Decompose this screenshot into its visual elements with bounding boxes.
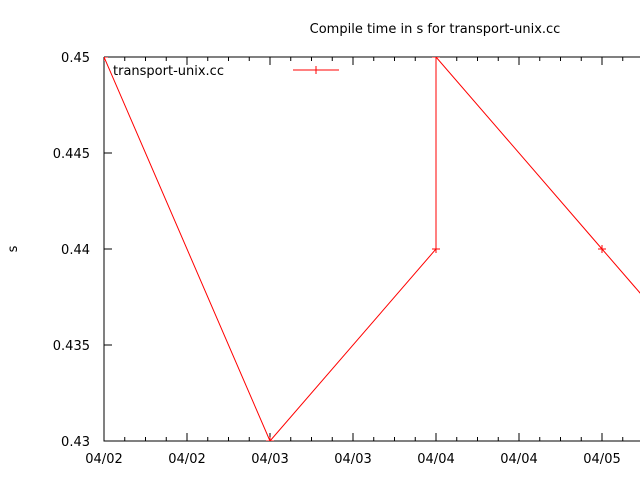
y-tick-label: 0.44 <box>61 243 90 258</box>
data-point-marker <box>104 57 108 61</box>
y-tick-label: 0.445 <box>53 147 90 162</box>
x-tick-label: 04/02 <box>168 452 205 467</box>
chart-title: Compile time in s for transport-unix.cc <box>310 22 561 37</box>
x-tick-label: 04/03 <box>251 452 288 467</box>
x-tick-label: 04/04 <box>417 452 454 467</box>
y-tick-label: 0.435 <box>53 339 90 354</box>
y-tick-label: 0.43 <box>61 435 90 450</box>
legend-marker <box>312 66 320 74</box>
legend-label: transport-unix.cc <box>113 64 224 79</box>
x-tick-label: 04/04 <box>500 452 537 467</box>
y-axis-label: s <box>6 245 21 252</box>
data-point-marker <box>598 245 606 253</box>
plot-border <box>103 56 640 442</box>
y-tick-label: 0.45 <box>61 51 90 66</box>
x-tick-label: 04/03 <box>334 452 371 467</box>
data-point-marker <box>266 437 274 441</box>
data-point-marker <box>432 57 440 61</box>
x-tick-label: 04/02 <box>85 452 122 467</box>
series-line <box>104 57 640 441</box>
data-point-marker <box>432 245 440 253</box>
x-tick-label: 04/05 <box>583 452 620 467</box>
legend: transport-unix.cc <box>113 64 339 79</box>
